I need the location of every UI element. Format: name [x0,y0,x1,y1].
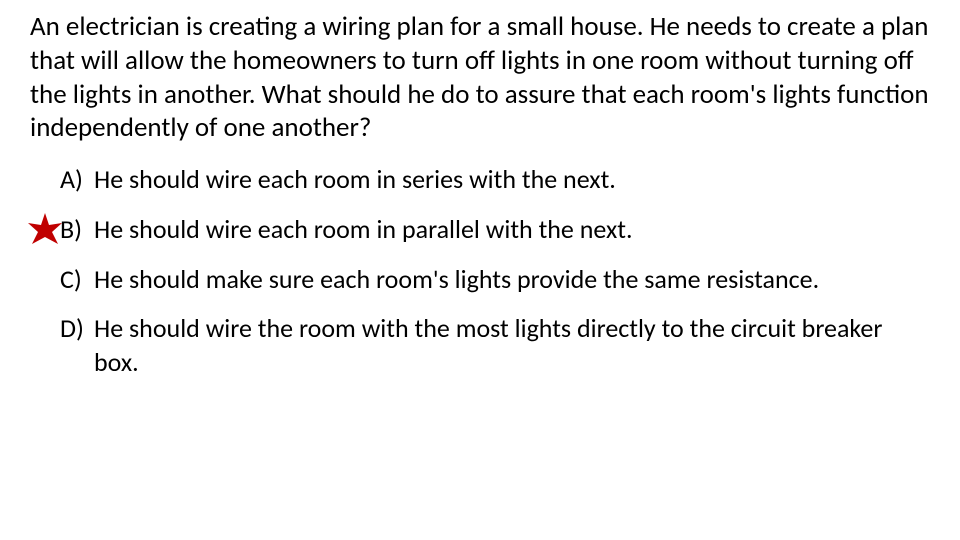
option-a: A) He should wire each room in series wi… [60,163,930,197]
option-d-label: D) [60,312,88,346]
question-prompt: An electrician is creating a wiring plan… [30,10,930,145]
options-list: A) He should wire each room in series wi… [30,163,930,380]
star-icon [25,211,65,251]
option-a-label: A) [60,163,88,197]
option-b-text: He should wire each room in parallel wit… [94,213,930,247]
option-c-label: C) [60,263,88,297]
option-c-text: He should make sure each room's lights p… [94,263,930,297]
option-a-text: He should wire each room in series with … [94,163,930,197]
option-b: B) He should wire each room in parallel … [60,213,930,247]
option-d-text: He should wire the room with the most li… [94,312,930,380]
option-c: C) He should make sure each room's light… [60,263,930,297]
option-d: D) He should wire the room with the most… [60,312,930,380]
